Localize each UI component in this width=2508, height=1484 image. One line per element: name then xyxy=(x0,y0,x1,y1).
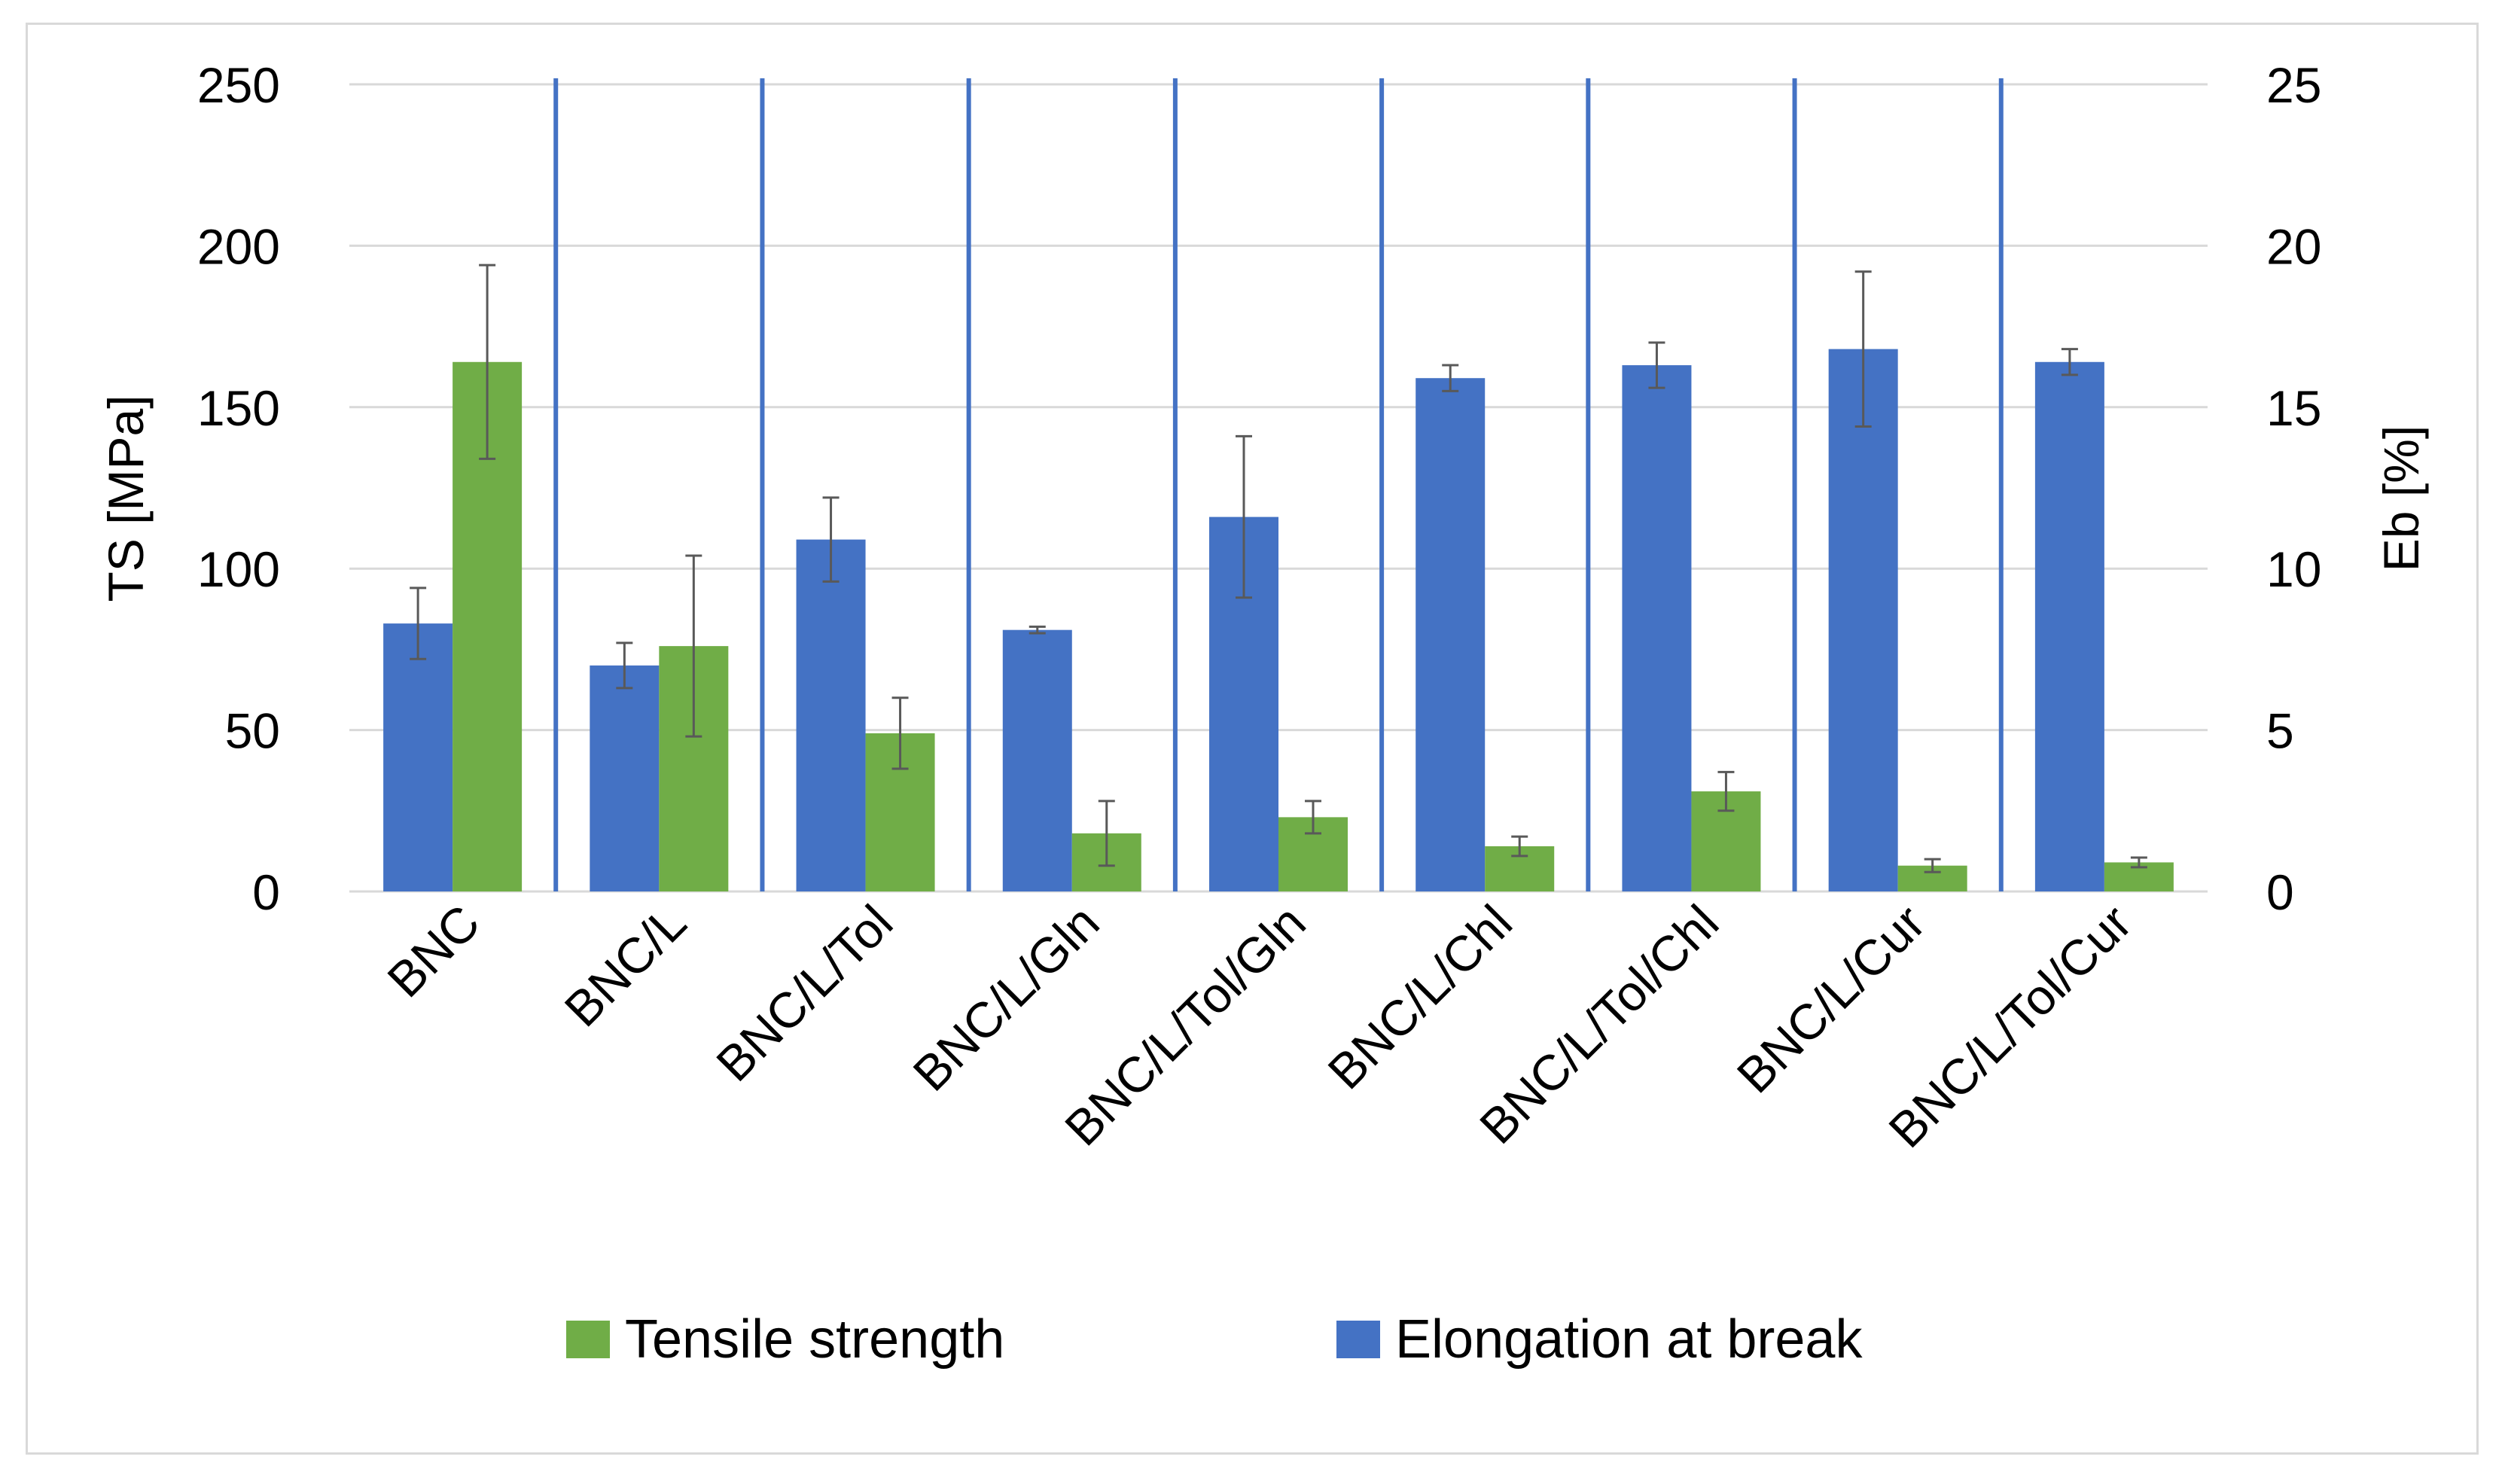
error-bar-elongation xyxy=(1648,341,1665,389)
right-tick-label: 5 xyxy=(2266,703,2294,759)
error-bar-tensile xyxy=(1717,770,1735,812)
category-label: BNC/L/Cur xyxy=(1726,894,1936,1104)
error-bar-elongation xyxy=(1028,625,1046,635)
right-tick-label: 25 xyxy=(2266,57,2321,113)
error-bar-tensile xyxy=(685,554,702,738)
error-bar-elongation xyxy=(1442,364,1459,392)
left-axis-title: TS [MPa] xyxy=(98,395,154,602)
error-bar-elongation xyxy=(1854,270,1872,428)
left-tick-label: 50 xyxy=(225,703,280,759)
legend-swatch-tensile xyxy=(566,1321,610,1358)
bar-elongation xyxy=(1622,365,1692,891)
bar-elongation xyxy=(383,623,453,891)
left-tick-label: 250 xyxy=(197,57,280,113)
error-bar-tensile xyxy=(891,696,909,770)
error-bar-tensile xyxy=(1305,800,1321,835)
error-bar-elongation xyxy=(616,641,633,690)
error-bar-tensile xyxy=(1098,800,1115,867)
bar-elongation xyxy=(2034,361,2104,891)
category-label: BNC xyxy=(376,894,490,1008)
error-bar-tensile xyxy=(2130,856,2147,869)
legend: Tensile strength Elongation at break xyxy=(566,1309,1863,1370)
bar-elongation xyxy=(1416,378,1486,891)
error-bar-elongation xyxy=(2061,348,2078,376)
category-label: BNC/L/Tol xyxy=(705,894,903,1092)
bar-elongation xyxy=(796,539,866,891)
left-tick-label: 0 xyxy=(252,864,280,920)
bar-elongation xyxy=(1002,629,1072,891)
right-tick-label: 15 xyxy=(2266,380,2321,436)
bars xyxy=(383,349,2174,892)
error-bar-elongation xyxy=(822,496,840,583)
legend-label-tensile: Tensile strength xyxy=(625,1309,1004,1370)
category-label: BNC/L/Chl xyxy=(1317,894,1522,1100)
left-tick-label: 100 xyxy=(197,541,280,597)
error-bar-tensile xyxy=(1924,858,1941,873)
error-bar-elongation xyxy=(1236,434,1252,599)
right-axis-title: Eb [%] xyxy=(2373,425,2429,571)
legend-label-elongation: Elongation at break xyxy=(1395,1309,1863,1370)
bar-elongation xyxy=(1828,349,1898,892)
error-bar-tensile xyxy=(1511,835,1528,858)
right-tick-label: 0 xyxy=(2266,864,2294,920)
left-tick-label: 150 xyxy=(197,380,280,436)
category-label: BNC/L xyxy=(553,894,696,1038)
right-tick-label: 20 xyxy=(2266,218,2321,274)
error-bar-elongation xyxy=(410,587,427,660)
right-axis-ticks: 0 5 10 15 20 25 xyxy=(2266,57,2321,920)
left-axis-ticks: 0 50 100 150 200 250 xyxy=(197,57,280,920)
group-separators xyxy=(553,78,2004,891)
left-tick-label: 200 xyxy=(197,218,280,274)
error-bars xyxy=(410,264,2147,873)
error-bar-tensile xyxy=(479,264,496,460)
right-tick-label: 10 xyxy=(2266,541,2321,597)
category-label: BNC/L/Gln xyxy=(902,894,1109,1102)
bar-elongation xyxy=(590,665,660,891)
legend-swatch-elongation xyxy=(1336,1321,1380,1358)
